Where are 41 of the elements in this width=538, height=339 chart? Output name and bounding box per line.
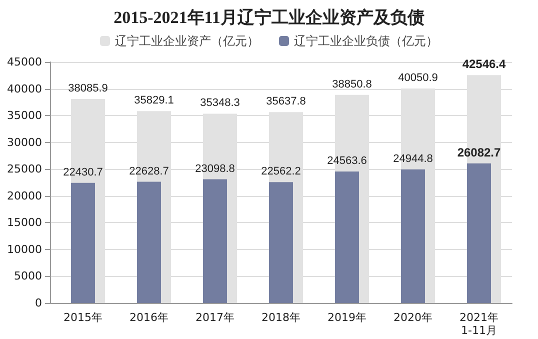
y-tick-label: 25000 [7,162,42,176]
bar [401,169,425,303]
y-tick-label: 35000 [7,109,42,122]
x-tick-label: 2019年 [328,311,366,324]
x-tick-label: 2020年 [394,311,432,324]
data-label: 24563.6 [327,154,367,167]
data-label: 35637.8 [266,96,306,108]
legend-label: 辽宁工业企业负债（亿元） [294,34,438,48]
x-tick-label: 2021年 1-11月 [460,311,498,337]
bar [137,182,161,303]
chart-title: 2015-2021年11月辽宁工业企业资产及负债 [114,8,424,27]
x-tick-label: 2016年 [130,311,168,324]
data-label: 42546.4 [462,57,506,72]
bar [467,163,491,303]
data-label: 22628.7 [129,165,169,178]
y-tick-label: 5000 [14,270,42,283]
legend-label: 辽宁工业企业资产（亿元） [115,34,259,48]
y-tick-label: 0 [35,296,42,310]
data-label: 22430.7 [63,166,103,178]
data-label: 38850.8 [332,78,372,90]
y-tick-label: 30000 [7,136,42,149]
bar [203,179,227,303]
x-tick-label: 2015年 [64,311,102,324]
y-tick-label: 10000 [7,242,42,256]
data-label: 26082.7 [457,145,502,160]
data-label: 23098.8 [195,162,235,175]
bar [71,182,95,303]
bar [269,182,293,303]
data-label: 38085.9 [68,82,108,95]
y-tick-label: 15000 [7,216,42,230]
x-tick-label: 2018年 [262,311,300,324]
data-label: 24944.8 [393,152,433,165]
data-label: 35348.3 [200,97,240,110]
y-tick-label: 45000 [7,56,42,68]
bar [335,171,359,303]
data-label: 40050.9 [398,72,438,84]
data-label: 35829.1 [134,94,174,107]
y-tick-label: 40000 [7,82,42,96]
y-tick-label: 20000 [7,189,42,202]
x-tick-label: 2017年 [196,311,234,324]
data-label: 22562.2 [261,166,301,178]
